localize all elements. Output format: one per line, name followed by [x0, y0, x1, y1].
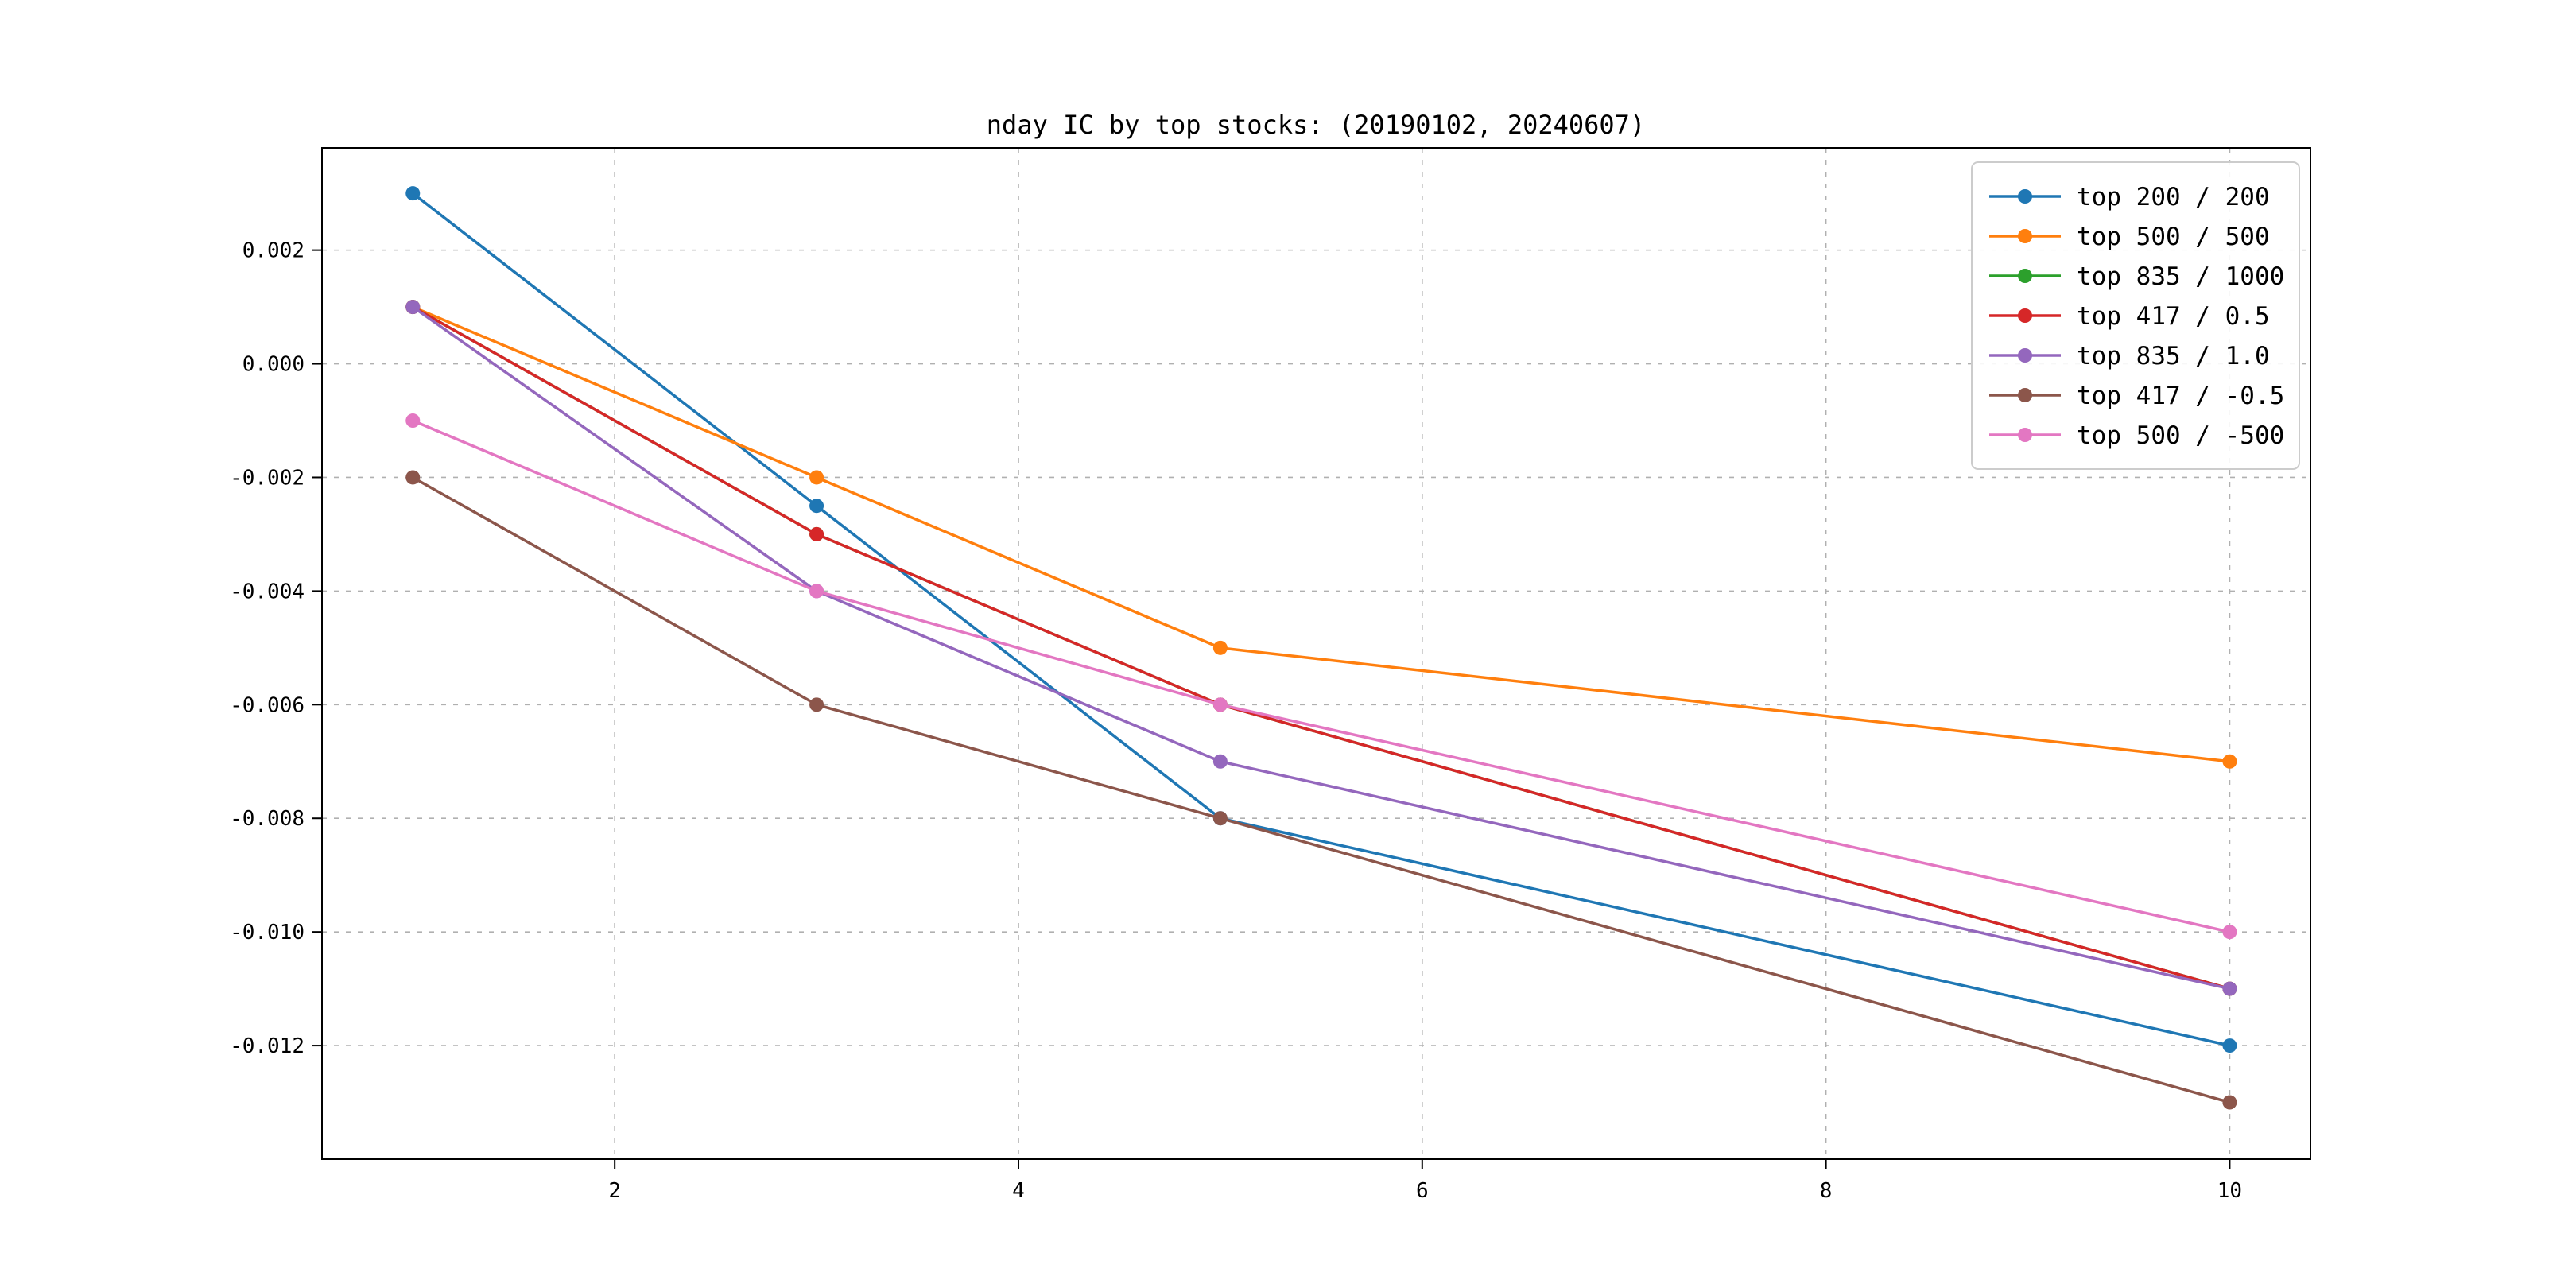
legend-sample-marker: [2018, 229, 2032, 243]
series-top-835-1000: [405, 300, 2237, 996]
legend-sample-marker: [2018, 348, 2032, 363]
series-line-top-200-200: [411, 192, 2232, 1047]
legend-label-top-500-500: top 500 / -500: [2077, 421, 2284, 450]
legend-box: [1971, 161, 2300, 470]
legend-layer: top 200 / 200 top 500 / 500 top 835 / 1000…: [1971, 161, 2300, 470]
data-point-marker-top-500-500-x3: [809, 470, 824, 485]
data-point-marker-top-835-1-0-x10: [2222, 981, 2237, 996]
legend-sample-marker: [2018, 428, 2032, 442]
y-tick-label-4: -0.006: [230, 693, 305, 717]
data-point-marker-top-417-0-5-x5: [1212, 811, 1228, 826]
legend-label-top-417-0-5: top 417 / -0.5: [2077, 382, 2284, 410]
y-tick-label-2: -0.002: [230, 466, 305, 490]
data-point-marker-top-200-200-x10: [2222, 1038, 2237, 1053]
legend-item-top-500-500: top 500 / -500: [1989, 421, 2284, 450]
legend-item-top-500-500: top 500 / 500: [1989, 223, 2270, 251]
series-layer: [405, 186, 2237, 1110]
chart-title: nday IC by top stocks: (20190102, 202406…: [987, 110, 1645, 140]
data-point-marker-top-500-500-x1: [405, 413, 421, 429]
legend-sample-marker: [2018, 308, 2032, 323]
legend-item-top-417-0-5: top 417 / -0.5: [1989, 382, 2284, 410]
legend-sample-marker: [2018, 269, 2032, 283]
legend-item-top-835-1000: top 835 / 1000: [1989, 262, 2284, 291]
legend-label-top-500-500: top 500 / 500: [2077, 223, 2270, 251]
data-point-marker-top-500-500-x10: [2222, 754, 2237, 769]
data-point-marker-top-500-500-x5: [1212, 697, 1228, 712]
y-tick-label-3: -0.004: [230, 580, 305, 603]
series-line-top-417-0-5: [411, 305, 2232, 991]
axes-layer: 2 4 6 8 10 0.002 0.000 -0.002 -0.004 -0.006 -0.008…: [230, 147, 2311, 1203]
y-tick-label-6: -0.010: [230, 921, 305, 945]
series-top-200-200: [405, 186, 2237, 1053]
legend-label-top-417-0-5: top 417 / 0.5: [2077, 302, 2270, 331]
data-point-marker-top-500-500-x10: [2222, 925, 2237, 940]
series-top-417-0-5: [405, 470, 2237, 1110]
x-tick-label-10: 10: [2217, 1179, 2242, 1203]
legend-item-top-835-1-0: top 835 / 1.0: [1989, 342, 2270, 370]
legend-sample-marker: [2018, 189, 2032, 204]
data-point-marker-top-835-1-0-x1: [405, 300, 421, 315]
data-point-marker-top-200-200-x1: [405, 186, 421, 201]
data-point-marker-top-500-500-x5: [1212, 640, 1228, 655]
data-point-marker-top-417-0-5-x3: [809, 697, 824, 712]
series-top-500-500: [405, 413, 2237, 940]
data-point-marker-top-835-1-0-x5: [1212, 754, 1228, 769]
data-point-marker-top-500-500-x3: [809, 584, 824, 599]
legend-label-top-835-1-0: top 835 / 1.0: [2077, 342, 2270, 370]
series-top-835-1-0: [405, 300, 2237, 996]
series-line-top-835-1000: [411, 305, 2232, 991]
data-point-marker-top-200-200-x3: [809, 499, 824, 514]
plot-area-border: [321, 147, 2311, 1160]
x-tick-label-4: 4: [1012, 1179, 1025, 1203]
series-top-500-500: [405, 300, 2237, 769]
y-tick-label-7: -0.012: [230, 1034, 305, 1058]
y-tick-label-1: 0.000: [242, 353, 305, 377]
legend-label-top-200-200: top 200 / 200: [2077, 183, 2270, 211]
y-tick-label-0: 0.002: [242, 239, 305, 263]
data-point-marker-top-417-0-5-x10: [2222, 1095, 2237, 1110]
legend-sample-marker: [2018, 388, 2032, 402]
x-tick-label-6: 6: [1416, 1179, 1429, 1203]
legend-label-top-835-1000: top 835 / 1000: [2077, 262, 2284, 291]
y-tick-label-5: -0.008: [230, 807, 305, 831]
series-line-top-500-500: [411, 305, 2232, 763]
data-point-marker-top-417-0-5-x3: [809, 526, 824, 541]
data-point-marker-top-417-0-5-x1: [405, 470, 421, 485]
legend-item-top-417-0-5: top 417 / 0.5: [1989, 302, 2270, 331]
series-line-top-835-1-0: [411, 305, 2232, 991]
legend-item-top-200-200: top 200 / 200: [1989, 183, 2270, 211]
series-top-417-0-5: [405, 300, 2237, 996]
series-line-top-417-0-5: [411, 475, 2232, 1104]
grid-layer: [322, 148, 2310, 1159]
x-tick-label-2: 2: [608, 1179, 621, 1203]
x-tick-label-8: 8: [1820, 1179, 1833, 1203]
series-line-top-500-500: [411, 419, 2232, 933]
